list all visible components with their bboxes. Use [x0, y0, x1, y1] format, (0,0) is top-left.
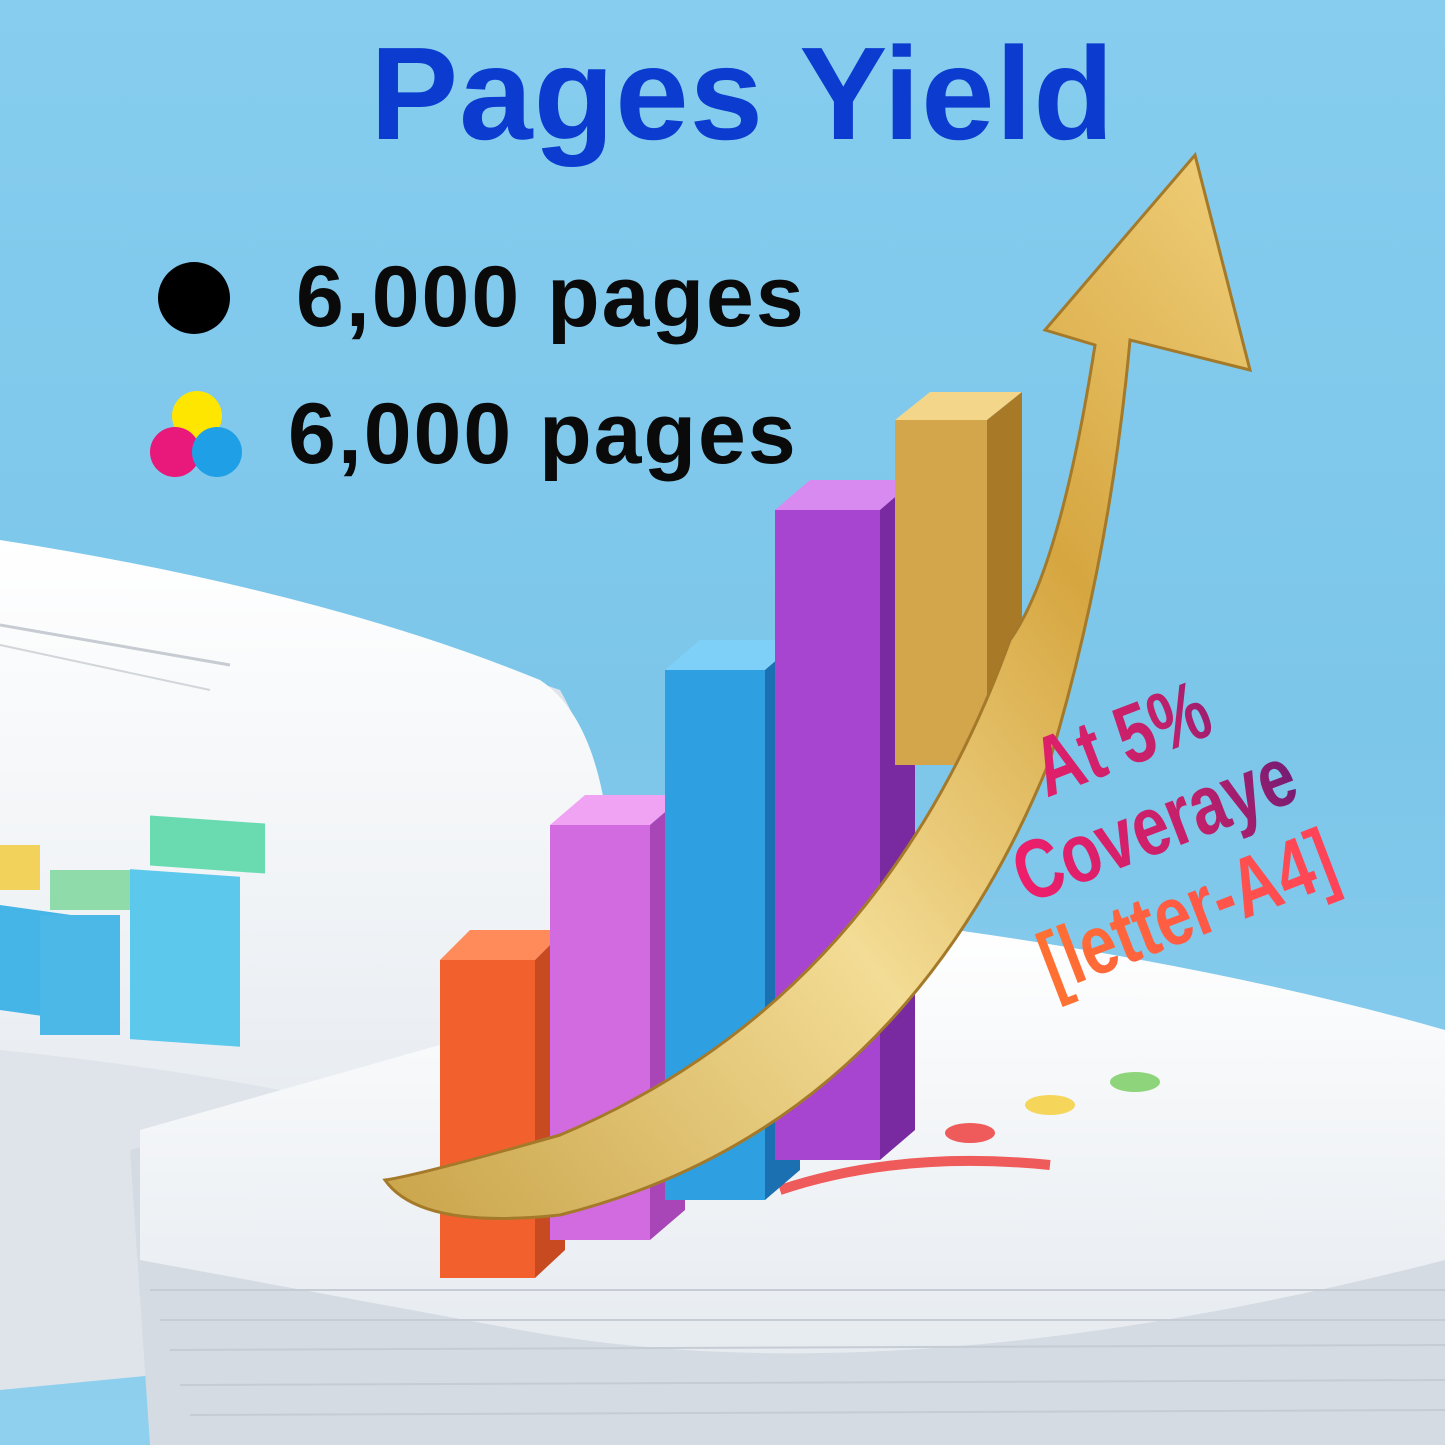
color-yield-text: 6,000 pages	[288, 386, 798, 482]
bar-orange	[440, 930, 565, 1278]
black-ink-dot-icon	[158, 261, 230, 334]
black-yield-row: 6,000 pages	[150, 248, 806, 347]
black-yield-text: 6,000 pages	[296, 249, 806, 345]
growth-arrow	[382, 151, 1253, 1220]
color-ink-dots-icon	[150, 390, 242, 479]
page-title: Pages Yield	[370, 20, 1115, 167]
color-yield-row: 6,000 pages	[150, 385, 798, 484]
